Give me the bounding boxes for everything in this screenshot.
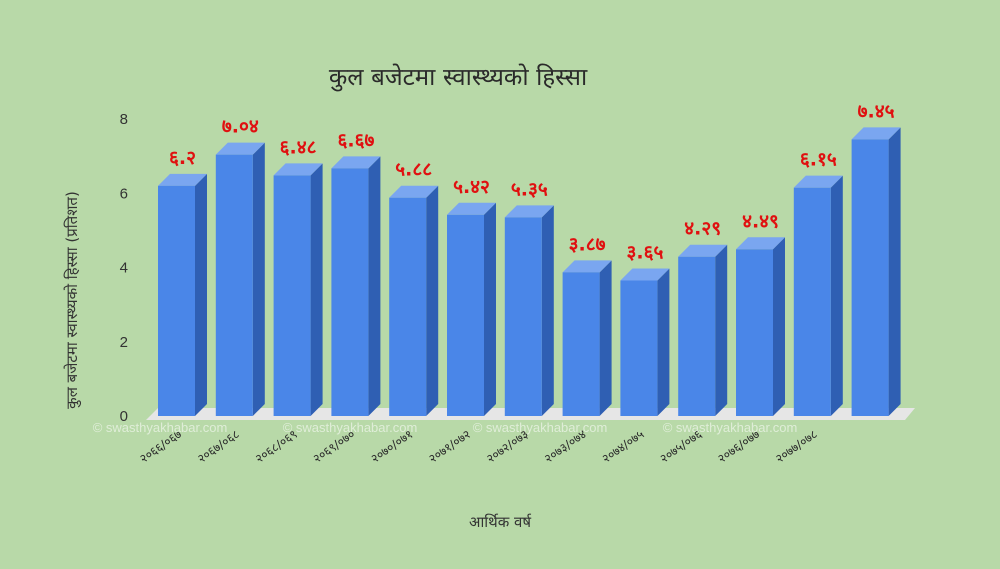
data-label: ६.२ [169, 147, 196, 169]
watermark-text: © swasthyakhabar.com [283, 420, 418, 435]
data-label: ४.४९ [742, 210, 779, 232]
y-axis-ticks: 0 2 4 6 8 [120, 111, 128, 425]
watermark-text: © swasthyakhabar.com [663, 420, 798, 435]
bar [389, 185, 439, 416]
bar-side [195, 173, 207, 416]
data-label: ३.६५ [626, 241, 663, 263]
watermark-text: © swasthyakhabar.com [473, 420, 608, 435]
bar-front [793, 187, 831, 416]
y-axis-label: कुल बजेटमा स्वास्थ्यको हिस्सा (प्रतिशत) [63, 191, 82, 409]
bar-top [273, 163, 323, 176]
watermark-text: © swasthyakhabar.com [93, 420, 228, 435]
bar-side [541, 205, 554, 416]
bar-front [620, 280, 658, 416]
bars [158, 127, 901, 416]
data-label: ५.३५ [511, 178, 548, 200]
x-tick-label: २०७१/०७२ [426, 427, 473, 466]
data-labels: ६.२ ७.०४ ६.४८ ६.६७ ५.८८ ५.४२ ५.३५ ३.८७ ३.६५ ४.२९ ४… [169, 100, 895, 263]
bar-front [331, 168, 369, 416]
bar [331, 156, 381, 416]
bar-top [158, 173, 207, 186]
bar-top [389, 185, 439, 198]
bar [158, 173, 207, 416]
bar [736, 237, 785, 416]
data-label: ३.८७ [569, 233, 606, 255]
bar-side [599, 260, 612, 416]
bar [562, 260, 612, 416]
bar-front [736, 249, 773, 416]
bar-side [310, 163, 323, 416]
bar-side [773, 237, 785, 416]
bar-front [158, 185, 195, 416]
data-label: ५.४२ [453, 176, 490, 198]
bar-top [215, 142, 265, 155]
bar-side [888, 127, 901, 416]
bar [215, 142, 265, 416]
bar-top [678, 244, 728, 257]
bar-side [368, 156, 381, 416]
bar-front [447, 214, 484, 416]
watermarks: © swasthyakhabar.com © swasthyakhabar.com… [93, 420, 798, 435]
y-tick-label: 2 [120, 334, 128, 351]
x-tick-label: २०६८/०६९ [253, 427, 300, 466]
bar-front [562, 272, 600, 416]
bar-side [484, 202, 496, 416]
bar-front [215, 154, 253, 416]
bar-front [851, 139, 889, 416]
bar-side [657, 268, 670, 416]
bar-top [447, 202, 496, 215]
bar [793, 175, 843, 416]
bar-top [331, 156, 381, 169]
y-tick-label: 4 [120, 260, 128, 277]
data-label: ७.०४ [222, 116, 259, 138]
bar-side [252, 142, 265, 416]
bar-front [389, 197, 427, 416]
y-tick-label: 0 [120, 408, 128, 425]
bar-front [504, 217, 542, 416]
data-label: ५.८८ [395, 159, 432, 181]
bar-front [273, 175, 311, 416]
y-tick-label: 8 [120, 111, 128, 128]
bar [678, 244, 728, 416]
bar-top [620, 268, 670, 281]
bar-top [793, 175, 843, 188]
bar-side [426, 185, 439, 416]
bar-side [830, 175, 843, 416]
data-label: ६.६७ [337, 129, 374, 151]
bar-top [736, 237, 785, 250]
chart-title: कुल बजेटमा स्वास्थ्यको हिस्सा [329, 63, 588, 92]
data-label: ४.२९ [684, 218, 721, 240]
bar [273, 163, 323, 416]
bar [620, 268, 670, 416]
data-label: ६.४८ [280, 136, 317, 158]
data-label: ७.४५ [858, 100, 895, 122]
x-axis-label: आर्थिक वर्ष [469, 513, 532, 531]
bar-front [678, 256, 716, 416]
y-tick-label: 6 [120, 185, 128, 202]
bar-top [504, 205, 554, 218]
bar-side [715, 244, 728, 416]
bar-top [851, 127, 901, 140]
bar [447, 202, 496, 416]
data-label: ६.१५ [800, 149, 837, 171]
bar-top [562, 260, 612, 273]
bar [851, 127, 901, 416]
bar [504, 205, 554, 416]
